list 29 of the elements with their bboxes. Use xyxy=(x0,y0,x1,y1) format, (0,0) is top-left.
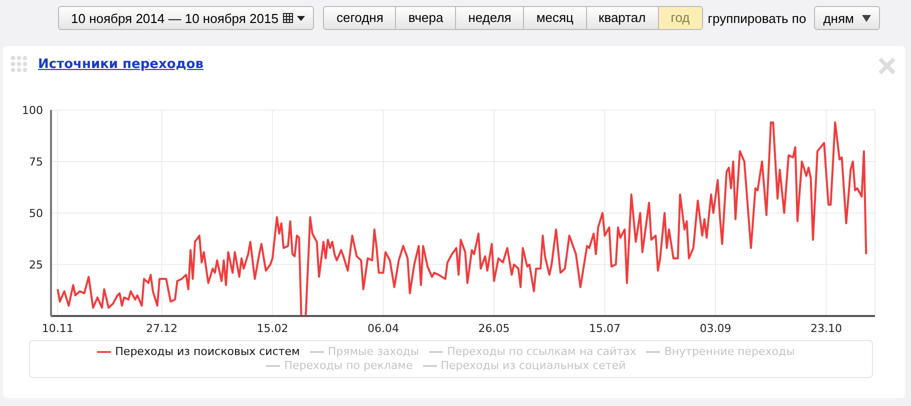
text: вчера xyxy=(396,6,456,30)
x-tick-label: 23.10 xyxy=(810,322,842,335)
chart-title: Источники переходов xyxy=(38,57,204,72)
x-tick-label: 06.04 xyxy=(368,322,400,335)
y-tick-label: 100 xyxy=(22,104,43,117)
legend-label: Переходы из социальных сетей xyxy=(440,359,626,372)
legend-label: Переходы по ссылкам на сайтах xyxy=(447,345,636,358)
line-series xyxy=(56,121,868,316)
legend-label: Внутренние переходы xyxy=(664,345,795,358)
legend-label: Переходы по рекламе xyxy=(284,359,413,372)
y-tick-label: 25 xyxy=(29,258,43,272)
x-tick-label: 15.02 xyxy=(256,322,288,335)
text: год xyxy=(658,6,703,30)
x-tick-label: 10.11 xyxy=(42,322,74,335)
text: сегодня xyxy=(323,6,396,30)
x-tick-label: 26.05 xyxy=(478,322,510,335)
y-tick-label: 50 xyxy=(29,206,43,220)
text: неделя xyxy=(456,6,524,30)
text: квартал xyxy=(586,6,659,30)
x-tick-label: 27.12 xyxy=(146,322,178,335)
legend-label: Переходы из поисковых систем xyxy=(115,345,300,358)
x-tick-label: 15.07 xyxy=(589,322,621,335)
text: дням xyxy=(823,10,854,26)
x-tick-label: 03.09 xyxy=(700,322,732,335)
y-tick-label: 75 xyxy=(29,155,43,168)
legend-label: Прямые заходы xyxy=(328,345,420,358)
text: группировать по xyxy=(708,10,806,26)
text: 10 ноября 2014 — 10 ноября 2015 xyxy=(71,10,278,26)
text: месяц xyxy=(524,6,586,30)
